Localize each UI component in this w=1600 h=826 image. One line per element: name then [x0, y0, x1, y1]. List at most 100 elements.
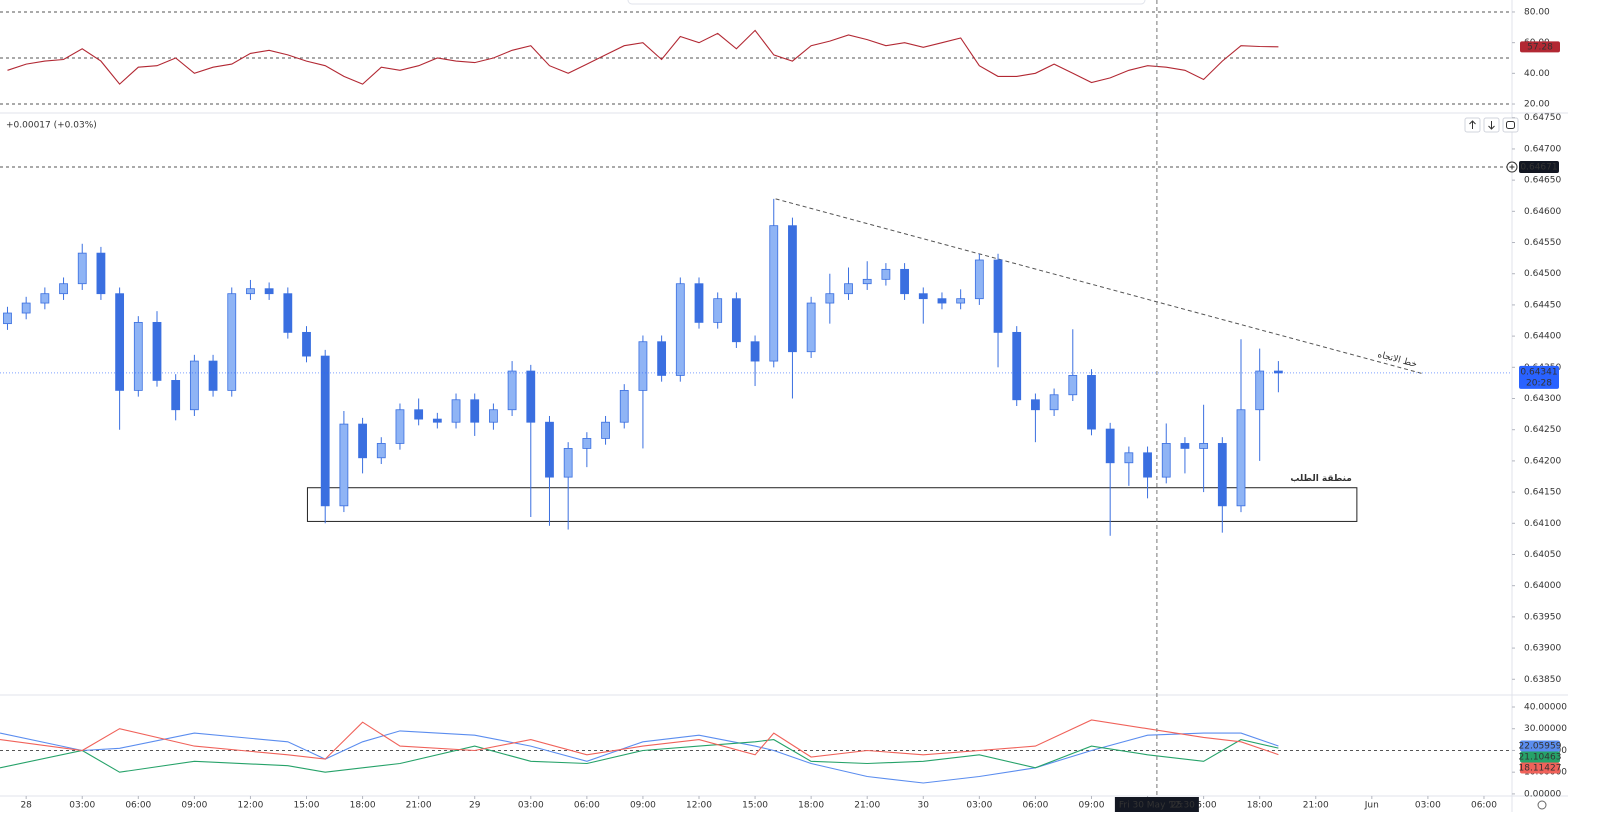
candle-body — [171, 380, 181, 411]
y-tick-label: 20.00 — [1524, 100, 1550, 110]
candle-body — [1236, 409, 1246, 507]
candle-body — [208, 360, 218, 391]
candle-body — [844, 283, 853, 295]
x-tick-label: 06:00 — [1022, 801, 1048, 811]
y-tick-label: 0.63900 — [1524, 644, 1561, 654]
last-value-label: 57.28 — [1527, 42, 1553, 52]
x-tick-label: 06:00 — [1471, 801, 1497, 811]
candle-body — [283, 293, 293, 333]
arrow-up-icon — [1469, 120, 1476, 129]
y-tick-label: 0.64250 — [1524, 425, 1561, 435]
candle-body — [358, 423, 367, 459]
x-tick-label: 21:00 — [406, 801, 432, 811]
candle-body — [1031, 399, 1040, 411]
candle-body — [414, 409, 424, 420]
x-tick-label: 18:00 — [1247, 801, 1273, 811]
candle-body — [582, 438, 592, 449]
last-value-badge — [1520, 740, 1560, 752]
candle-body — [246, 288, 255, 295]
candle-body — [264, 288, 274, 295]
demand-zone — [306, 487, 1358, 522]
candle-body — [881, 268, 891, 280]
indicator-line — [7, 29, 1279, 85]
y-tick-label: 0.64600 — [1524, 207, 1561, 217]
candle-body — [713, 298, 723, 323]
last-value-label: 21.10463 — [1519, 752, 1562, 762]
last-value-label: 22.05959 — [1519, 741, 1562, 751]
candle-body — [507, 370, 517, 411]
candle-body — [96, 252, 106, 295]
change-label: +0.00017 (+0.03%) — [6, 121, 97, 131]
candle-body — [638, 341, 648, 391]
last-value-badge — [1520, 762, 1560, 774]
candle-body — [489, 409, 498, 423]
x-tick-label: 12:00 — [237, 801, 263, 811]
settings-icon[interactable] — [1537, 800, 1547, 810]
alert-plus — [1509, 164, 1515, 170]
x-tick-label: 09:00 — [630, 801, 656, 811]
candle-body — [545, 421, 554, 478]
candle-body — [1255, 370, 1265, 411]
y-tick-label: 0.64300 — [1524, 394, 1561, 404]
x-tick-label: 15:00 — [1191, 801, 1217, 811]
x-tick-label: 15:00 — [294, 801, 320, 811]
candle-body — [601, 421, 610, 439]
x-tick-label: 06:00 — [125, 801, 151, 811]
last-value-badge — [1520, 41, 1560, 53]
y-tick-label: 40.00000 — [1524, 702, 1567, 712]
candle-body — [77, 252, 87, 285]
y-tick-label: 0.64550 — [1524, 238, 1561, 248]
y-tick-label: 0.64150 — [1524, 488, 1561, 498]
candle-body — [115, 293, 125, 391]
candle-body — [470, 399, 480, 423]
candle-body — [657, 341, 667, 376]
candle-body — [1124, 452, 1134, 464]
candle-body — [974, 259, 984, 300]
candle-body — [619, 389, 629, 423]
x-tick-label: 18:00 — [798, 801, 824, 811]
candle-body — [1105, 428, 1115, 464]
maximize-button[interactable] — [1502, 117, 1519, 133]
candle-body — [451, 399, 461, 423]
x-tick-label: 18:00 — [350, 801, 376, 811]
candle-body — [750, 341, 760, 362]
y-tick-label: 0.64450 — [1524, 300, 1561, 310]
indicator-line — [0, 719, 1279, 760]
y-tick-label: 0.64500 — [1524, 269, 1561, 279]
y-tick-label: 0.64750 — [1524, 113, 1561, 123]
x-tick-label: 28 — [20, 801, 32, 811]
candle-body — [189, 360, 199, 411]
y-tick-label: 0.64000 — [1524, 581, 1561, 591]
last-value-badge — [1520, 751, 1560, 763]
x-tick-label: 21:00 — [854, 801, 880, 811]
candle-body — [862, 278, 872, 285]
last-price-badge — [1519, 365, 1559, 389]
arrow-down-icon — [1488, 121, 1495, 130]
candle-body — [806, 302, 816, 353]
toolbar[interactable] — [627, 0, 1146, 5]
candle-body — [339, 423, 349, 507]
candle-body — [1087, 375, 1096, 430]
indicator-line — [0, 739, 1279, 773]
candle-body — [993, 259, 1003, 333]
candle-body — [563, 448, 573, 478]
candle-body — [1217, 443, 1227, 507]
x-tick-label: 12:00 — [686, 801, 712, 811]
x-tick-label: 03:00 — [1415, 801, 1441, 811]
countdown-label: 20:28 — [1526, 378, 1552, 388]
y-tick-label: 0.63850 — [1524, 675, 1561, 685]
crosshair-date: Fri 30 May '25 — [1119, 801, 1182, 811]
candle-body — [152, 321, 162, 381]
candle-body — [675, 283, 685, 376]
crosshair-time: 12:30 — [1169, 801, 1195, 811]
candle-body — [320, 355, 330, 507]
candle-body — [900, 268, 909, 295]
alert-value: 0.64671 — [1520, 163, 1557, 173]
pane-buttons — [1464, 117, 1519, 133]
crosshair-time-badge — [1114, 797, 1199, 812]
alert-badge — [1519, 161, 1559, 174]
candle-body — [1143, 452, 1152, 478]
